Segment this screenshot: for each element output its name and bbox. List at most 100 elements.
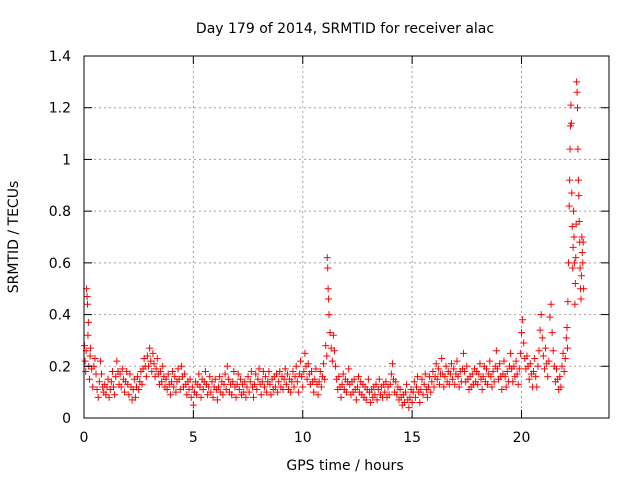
- data-point: [373, 396, 381, 404]
- data-point: [148, 367, 156, 375]
- data-point: [532, 373, 540, 381]
- data-point: [236, 375, 244, 383]
- data-point: [460, 349, 468, 357]
- data-point: [89, 383, 97, 391]
- data-point: [516, 349, 524, 357]
- data-point: [322, 342, 330, 350]
- data-point: [405, 404, 413, 412]
- data-point: [513, 370, 521, 378]
- data-point: [530, 367, 538, 375]
- data-point: [428, 378, 436, 386]
- data-point: [352, 396, 360, 404]
- data-point: [386, 380, 394, 388]
- data-point: [388, 360, 396, 368]
- data-point: [512, 357, 520, 365]
- data-point: [211, 375, 219, 383]
- data-point: [328, 357, 336, 365]
- data-point: [257, 391, 265, 399]
- data-point: [142, 373, 150, 381]
- data-point: [571, 300, 579, 308]
- data-point: [542, 344, 550, 352]
- data-point: [265, 367, 273, 375]
- data-point: [503, 367, 511, 375]
- data-point: [493, 365, 501, 373]
- data-point: [345, 365, 353, 373]
- data-point: [440, 383, 448, 391]
- x-tick-label: 5: [189, 430, 198, 446]
- data-point: [315, 378, 323, 386]
- data-point: [117, 383, 125, 391]
- data-point: [164, 370, 172, 378]
- data-point: [381, 388, 389, 396]
- data-point: [364, 375, 372, 383]
- data-point: [215, 383, 223, 391]
- data-point: [500, 357, 508, 365]
- data-point: [576, 264, 584, 272]
- data-point: [432, 360, 440, 368]
- data-point: [453, 357, 461, 365]
- data-point: [411, 393, 419, 401]
- data-point: [563, 344, 571, 352]
- data-point: [209, 393, 217, 401]
- data-point: [414, 373, 422, 381]
- data-point: [171, 373, 179, 381]
- data-point: [82, 367, 90, 375]
- data-point: [84, 331, 92, 339]
- data-point: [484, 380, 492, 388]
- data-point: [254, 375, 262, 383]
- data-point: [323, 352, 331, 360]
- data-point: [81, 357, 89, 365]
- data-point: [478, 386, 486, 394]
- data-point: [183, 391, 191, 399]
- data-point: [282, 380, 290, 388]
- data-point: [266, 380, 274, 388]
- data-point: [418, 375, 426, 383]
- data-point: [474, 380, 482, 388]
- data-point: [455, 383, 463, 391]
- data-point: [213, 396, 221, 404]
- data-point: [539, 352, 547, 360]
- data-point: [150, 360, 158, 368]
- data-point: [387, 370, 395, 378]
- data-point: [496, 360, 504, 368]
- data-point: [332, 362, 340, 370]
- data-point: [510, 362, 518, 370]
- data-point: [569, 243, 577, 251]
- data-point: [143, 352, 151, 360]
- y-tick-label: 1: [62, 152, 71, 168]
- data-point: [461, 367, 469, 375]
- data-point: [159, 362, 167, 370]
- data-point: [429, 367, 437, 375]
- data-point: [498, 386, 506, 394]
- data-points: [80, 78, 588, 412]
- data-point: [298, 373, 306, 381]
- data-point: [577, 295, 585, 303]
- data-point: [337, 393, 345, 401]
- data-point: [84, 318, 92, 326]
- data-point: [575, 192, 583, 200]
- data-point: [153, 355, 161, 363]
- data-point: [308, 367, 315, 375]
- data-point: [338, 380, 346, 388]
- data-point: [235, 386, 243, 394]
- data-point: [488, 383, 496, 391]
- data-point: [372, 380, 380, 388]
- data-point: [560, 367, 568, 375]
- data-point: [110, 383, 118, 391]
- data-point: [93, 386, 101, 394]
- data-point: [120, 388, 128, 396]
- data-point: [324, 285, 332, 293]
- data-point: [385, 391, 393, 399]
- data-point: [489, 367, 497, 375]
- data-point: [91, 355, 99, 363]
- data-point: [281, 365, 289, 373]
- y-tick-label: 0.2: [49, 359, 71, 375]
- data-point: [242, 393, 250, 401]
- data-point: [321, 375, 329, 383]
- data-point: [134, 373, 142, 381]
- y-tick-label: 0.4: [49, 308, 71, 324]
- data-point: [534, 362, 542, 370]
- data-point: [112, 373, 120, 381]
- data-point: [430, 383, 438, 391]
